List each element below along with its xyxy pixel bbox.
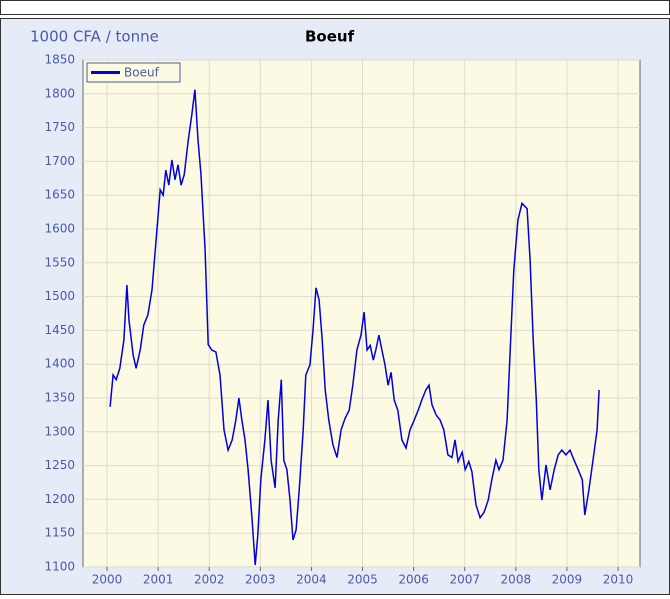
y-tick-label: 1350 [44, 391, 75, 405]
x-tick-label: 2007 [449, 573, 480, 587]
y-tick-label: 1850 [44, 53, 75, 67]
y-tick-label: 1750 [44, 120, 75, 134]
y-tick-label: 1450 [44, 323, 75, 337]
chart-title: Boeuf [305, 28, 355, 46]
x-tick-label: 2008 [501, 573, 532, 587]
x-tick-label: 2004 [296, 573, 327, 587]
y-axis-label: 1000 CFA / tonne [30, 28, 159, 46]
y-tick-label: 1600 [44, 222, 75, 236]
x-tick-label: 2000 [92, 573, 123, 587]
x-tick-label: 2009 [552, 573, 583, 587]
data-line [109, 89, 600, 566]
legend-label: Boeuf [124, 66, 160, 80]
y-tick-label: 1150 [44, 526, 75, 540]
legend-box [86, 62, 181, 83]
y-tick-label: 1100 [44, 560, 75, 574]
y-tick-label: 1200 [44, 492, 75, 506]
x-tick-label: 2003 [245, 573, 276, 587]
x-tick-label: 2001 [143, 573, 174, 587]
y-tick-label: 1300 [44, 424, 75, 438]
y-tick-label: 1650 [44, 188, 75, 202]
y-tick-label: 1550 [44, 255, 75, 269]
x-tick-label: 2005 [347, 573, 378, 587]
y-tick-label: 1250 [44, 458, 75, 472]
y-tick-label: 1400 [44, 357, 75, 371]
y-tick-label: 1800 [44, 86, 75, 100]
plot-area [82, 59, 641, 568]
top-bar [0, 0, 670, 15]
x-tick-label: 2010 [603, 573, 634, 587]
x-tick-label: 2006 [398, 573, 429, 587]
y-tick-label: 1500 [44, 289, 75, 303]
y-tick-label: 1700 [44, 154, 75, 168]
x-tick-label: 2002 [194, 573, 225, 587]
